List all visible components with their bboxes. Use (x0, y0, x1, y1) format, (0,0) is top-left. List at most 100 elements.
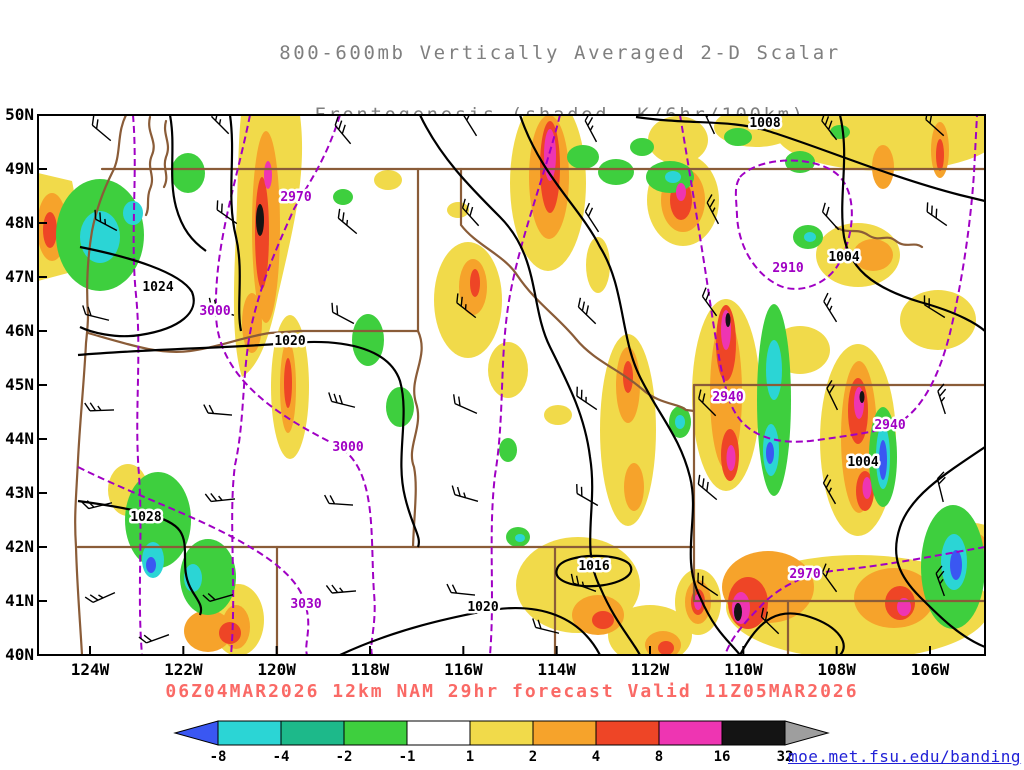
map-frame (37, 114, 986, 656)
contour-label-mslp: 1024 (142, 280, 173, 295)
wind-barb-icon (451, 485, 479, 502)
wind-barb-icon (84, 591, 116, 603)
wind-barb-icon (935, 565, 945, 597)
colorbar-tick-label: 4 (592, 749, 600, 765)
colorbar-segment (406, 720, 471, 746)
colorbar-segment (658, 720, 723, 746)
lat-label: 50N (5, 108, 34, 124)
lat-label: 49N (5, 159, 34, 178)
wind-barb-icon (821, 115, 838, 141)
colorbar-tick-label: 8 (655, 749, 663, 765)
latitude-axis: 50N 49N 48N 47N 46N 45N 44N 43N 42N 41N 40N (5, 108, 34, 664)
lat-label: 43N (5, 483, 34, 502)
colorbar-segment (595, 720, 660, 746)
lon-label: 124W (71, 660, 110, 679)
lat-label: 47N (5, 267, 34, 286)
map-plot-area: 1008 2970 1004 2910 1024 3000 1020 2940 2940 3000… (37, 114, 986, 656)
wind-barb-icon (81, 500, 113, 510)
contour-label-mslp: 1028 (130, 510, 161, 525)
wind-barb-icon (926, 202, 948, 227)
wind-barb-icon (202, 592, 234, 603)
frontogenesis-shading-layer (38, 115, 985, 655)
mslp-contours-layer (77, 115, 985, 655)
wind-barb-icon (84, 402, 115, 412)
colorbar-segment (469, 720, 534, 746)
contour-label-hght: 2940 (874, 418, 905, 433)
wind-barb-icon (821, 202, 840, 231)
contour-label-hght: 2970 (789, 567, 820, 582)
wind-barb-icon (334, 116, 352, 145)
wind-barb-icon (325, 584, 357, 594)
colorbar-tick-label: 16 (714, 749, 731, 765)
colorbar-arrow-right (784, 720, 830, 746)
title-line-1: 800-600mb Vertically Averaged 2-D Scalar (279, 42, 841, 65)
wind-barb-icon (211, 115, 230, 135)
credit-url: moe.met.fsu.edu/banding (788, 747, 1022, 766)
lon-label: 118W (351, 660, 390, 679)
colorbar-segment (280, 720, 345, 746)
wind-barb-icon (82, 305, 110, 321)
contour-labels-layer: 1008 2970 1004 2910 1024 3000 1020 2940 2940 3000… (128, 115, 908, 618)
wind-barb-icon (826, 379, 839, 411)
colorbar-segment (532, 720, 597, 746)
wind-barb-icon (138, 634, 170, 644)
wind-barb-icon (208, 297, 235, 316)
height-contours-layer (77, 115, 985, 655)
colorbar-segment (343, 720, 408, 746)
wind-barb-icon (94, 209, 118, 232)
colorbar-segment (217, 720, 282, 746)
axis-ticks-layer (38, 115, 931, 655)
colorbar-tick-label: -1 (399, 749, 416, 765)
wind-barb-icon (706, 194, 720, 225)
wind-barb-icon (204, 492, 236, 503)
caption: 06Z04MAR2026 12km NAM 29hr forecast Vali… (165, 681, 859, 702)
lon-label: 114W (537, 660, 576, 679)
wind-barb-icon (337, 208, 358, 235)
colorbar-arrow-left (173, 720, 219, 746)
lon-label: 116W (444, 660, 483, 679)
lat-label: 46N (5, 321, 34, 340)
wind-barb-icon (532, 618, 560, 634)
lat-label: 42N (5, 537, 34, 556)
contour-label-hght: 2910 (772, 261, 803, 276)
lon-label: 120W (257, 660, 296, 679)
wind-barb-icon (331, 302, 355, 325)
wind-barb-icon (577, 297, 597, 325)
wind-barb-icon (697, 474, 718, 501)
wind-barb-icon (937, 383, 947, 415)
wind-barb-icon (91, 115, 112, 142)
lon-label: 108W (817, 660, 856, 679)
wind-barb-icon (923, 295, 946, 319)
wind-barb-icon (324, 494, 354, 506)
lon-label: 110W (724, 660, 763, 679)
wind-barb-icon (203, 404, 233, 416)
wind-barb-icon (936, 471, 946, 503)
wind-barb-icon (584, 115, 598, 143)
wind-barb-icon (584, 202, 600, 233)
colorbar-tick-label: -4 (273, 749, 290, 765)
wind-barb-icon (576, 484, 599, 507)
wind-barb-icon (452, 394, 478, 415)
wind-barb-icon (760, 607, 780, 635)
wind-barb-icon (698, 389, 717, 417)
weather-map: 1008 2970 1004 2910 1024 3000 1020 2940 2940 3000… (5, 108, 986, 679)
wind-barb-icon (821, 563, 838, 593)
longitude-axis: 124W 122W 120W 118W 116W 114W 112W 110W 108W 106W (71, 660, 950, 679)
contour-label-mslp: 1008 (749, 116, 780, 131)
colorbar-tick-label: 2 (529, 749, 537, 765)
contour-label-hght: 3000 (199, 304, 230, 319)
contour-label-hght: 3030 (290, 597, 321, 612)
contour-label-mslp: 1020 (274, 334, 305, 349)
wind-barb-icon (446, 583, 476, 596)
wind-barb-icon (461, 198, 480, 227)
lon-label: 122W (164, 660, 203, 679)
wind-barbs-layer (81, 115, 948, 644)
contour-label-mslp: 1004 (828, 250, 859, 265)
colorbar-legend: -8 -4 -2 -1 1 2 4 8 16 32 (173, 720, 830, 765)
wind-barb-icon (822, 474, 837, 505)
wind-barb-icon (216, 200, 238, 225)
lat-label: 45N (5, 375, 34, 394)
contour-label-hght: 2970 (280, 190, 311, 205)
wind-barb-icon (697, 572, 719, 597)
colorbar-segment (721, 720, 786, 746)
